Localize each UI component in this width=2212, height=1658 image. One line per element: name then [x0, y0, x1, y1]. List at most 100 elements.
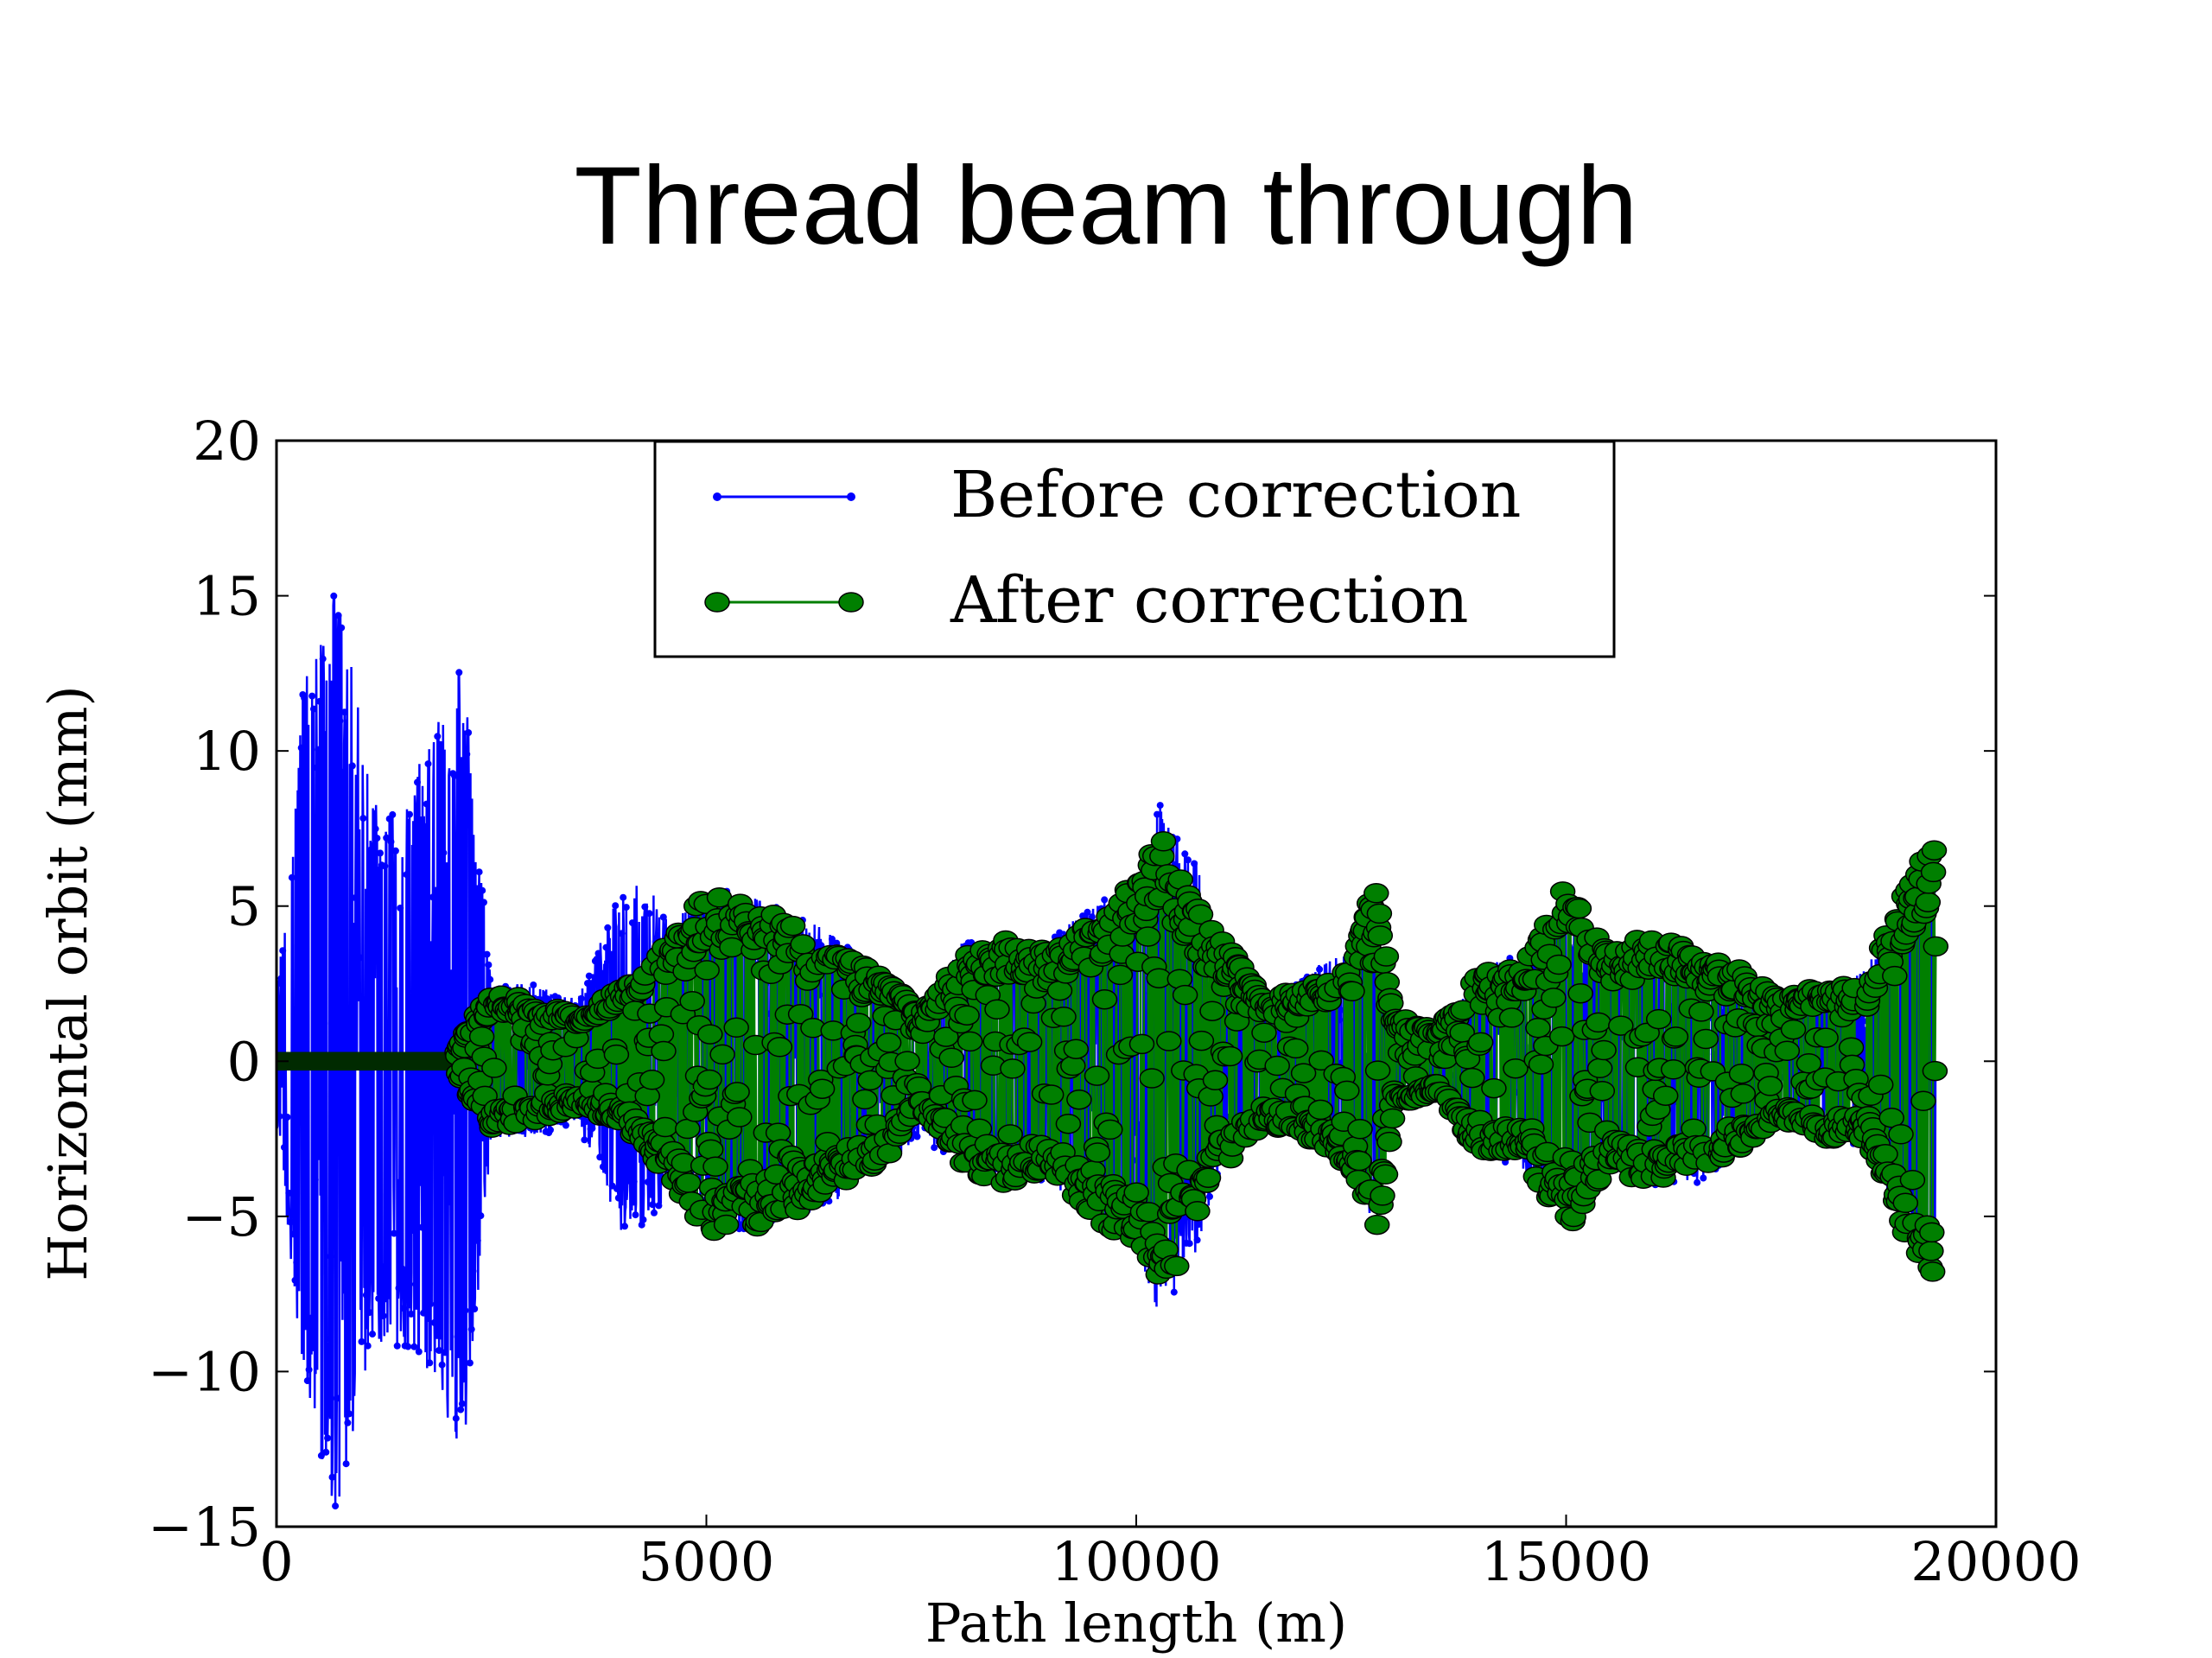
after-correction-point	[1091, 988, 1118, 1010]
x-tick-label: 15000	[1481, 1530, 1651, 1593]
after-correction-point	[709, 1044, 735, 1065]
before-correction-point	[399, 1305, 407, 1312]
after-correction-point	[1525, 1017, 1551, 1039]
after-correction-point	[1016, 1032, 1043, 1052]
after-correction-point	[1652, 1085, 1679, 1106]
after-correction-point	[1892, 1192, 1919, 1214]
before-correction-point	[283, 1114, 291, 1121]
before-correction-point	[393, 1342, 401, 1350]
before-correction-point	[293, 1259, 301, 1267]
before-correction-point	[383, 834, 391, 842]
after-correction-point	[766, 1037, 793, 1058]
after-correction-point	[1645, 1008, 1672, 1030]
before-correction-point	[451, 772, 458, 779]
after-correction-point	[1379, 1108, 1406, 1129]
before-correction-point	[352, 894, 359, 902]
after-correction-point	[1251, 1022, 1277, 1043]
after-correction-point	[1548, 1026, 1575, 1047]
before-correction-point	[340, 708, 348, 716]
after-correction-point	[1128, 1033, 1155, 1055]
before-correction-point	[1156, 802, 1164, 810]
before-correction-point	[829, 935, 836, 943]
after-correction-line	[455, 841, 1937, 1275]
axes-layer: 0 5000 10000 15000 20000 −15 −10 −5 0 5 10 15 20	[148, 410, 2081, 1593]
before-correction-point	[1195, 1221, 1203, 1228]
before-correction-point	[289, 1230, 297, 1238]
after-correction-point	[1467, 1032, 1494, 1053]
before-correction-point	[931, 1144, 938, 1152]
after-correction-point	[962, 1089, 988, 1111]
y-tick-label: 20	[193, 410, 261, 473]
before-correction-point	[588, 1125, 596, 1132]
after-correction-point	[1370, 1185, 1395, 1206]
after-correction-point	[1922, 1060, 1948, 1082]
after-correction-point	[1195, 1167, 1222, 1188]
before-correction-point	[913, 1133, 921, 1140]
after-correction-point	[1586, 1058, 1613, 1079]
after-correction-point	[1608, 1015, 1634, 1036]
before-correction-point	[322, 1448, 330, 1456]
after-correction-point	[1367, 925, 1394, 946]
after-correction-point	[1202, 1070, 1229, 1091]
before-correction-point	[434, 733, 442, 740]
after-correction-point	[1589, 1080, 1616, 1102]
after-correction-point	[1264, 1055, 1290, 1077]
before-correction-point	[367, 846, 375, 854]
after-correction-point	[481, 1058, 507, 1078]
after-correction-point	[1838, 1037, 1865, 1058]
before-correction-point	[1193, 1236, 1201, 1244]
after-correction-point	[1123, 1182, 1149, 1203]
before-correction-point	[423, 800, 430, 808]
legend-label-before: Before correction	[950, 458, 1521, 532]
after-correction-point	[1878, 1107, 1904, 1128]
before-correction-point	[313, 764, 321, 772]
before-correction-point	[429, 893, 436, 901]
after-correction-point	[639, 1070, 665, 1090]
before-correction-point	[307, 1314, 315, 1322]
legend-marker-before	[847, 492, 855, 501]
legend-marker-after	[704, 592, 730, 613]
after-correction-point	[1910, 1090, 1936, 1112]
before-correction-point	[338, 624, 346, 632]
before-correction-point	[614, 1194, 622, 1202]
after-correction-point	[1481, 1077, 1507, 1099]
before-correction-point	[638, 1221, 645, 1229]
before-correction-point	[333, 1394, 340, 1402]
legend-marker-after	[838, 592, 864, 613]
before-correction-point	[410, 1343, 418, 1350]
after-correction-point	[1055, 1113, 1082, 1134]
before-correction-point	[469, 1267, 477, 1275]
before-correction-point	[347, 1114, 354, 1121]
after-correction-point	[1498, 1007, 1525, 1028]
y-tick-label: −5	[182, 1185, 261, 1248]
before-correction-point	[285, 1189, 293, 1197]
after-correction-point	[1107, 964, 1134, 986]
before-correction-point	[332, 1502, 340, 1510]
before-correction-point	[440, 849, 448, 857]
after-correction-point	[845, 1013, 872, 1033]
after-correction-point	[1546, 954, 1572, 975]
before-correction-point	[547, 1126, 554, 1134]
after-correction-point	[1139, 1068, 1165, 1089]
after-correction-point	[713, 1214, 740, 1236]
before-correction-point	[336, 717, 344, 725]
after-correction-point	[1796, 1053, 1822, 1074]
before-correction-point	[584, 980, 591, 988]
before-correction-point	[632, 1211, 639, 1219]
after-correction-point	[984, 999, 1010, 1020]
y-tick-label: 5	[227, 875, 261, 938]
before-correction-point	[444, 1139, 452, 1147]
before-correction-point	[483, 950, 491, 958]
x-tick-label: 10000	[1051, 1530, 1221, 1593]
before-correction-point	[381, 862, 389, 870]
before-correction-point	[397, 905, 404, 912]
before-correction-point	[452, 1414, 460, 1422]
before-correction-point	[624, 1170, 632, 1178]
before-correction-point	[428, 941, 435, 949]
before-correction-point	[295, 966, 302, 974]
before-correction-point	[1170, 1288, 1178, 1296]
before-correction-point	[530, 981, 537, 988]
before-correction-point	[1101, 896, 1109, 904]
after-correction-point	[997, 1124, 1023, 1145]
after-correction-point	[1757, 1076, 1783, 1096]
